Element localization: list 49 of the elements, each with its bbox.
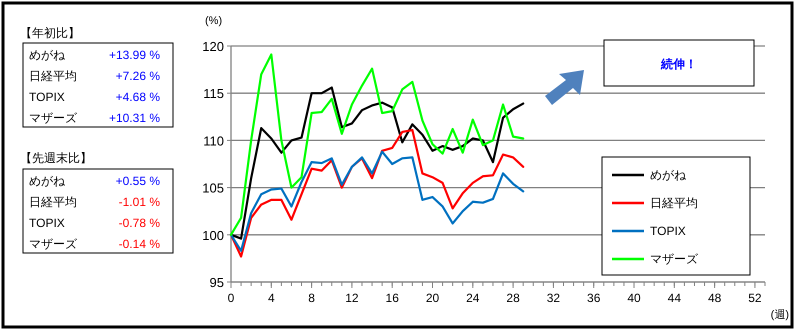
legend-label: めがね [650,168,687,182]
text: 日経平均 [29,195,77,209]
text: +4.68 % [116,90,160,104]
x-tick-label: 40 [627,291,642,305]
x-axis-title: (週) [770,309,789,321]
annotation: 続伸！ [660,57,697,71]
y-tick-label: 120 [202,39,224,54]
x-tick-label: 36 [587,291,601,305]
text: -1.01 % [118,195,160,209]
text: 【先週末比】 [20,151,92,165]
x-tick-label: 32 [546,291,560,305]
x-tick-label: 4 [268,291,275,305]
y-tick-label: 115 [203,86,224,102]
text: めがね [29,174,66,188]
text: +13.99 % [108,48,160,62]
x-tick-label: 16 [386,291,400,305]
text: めがね [29,48,66,62]
text: 日経平均 [29,69,77,83]
x-tick-label: 20 [426,291,440,305]
line-series [230,53,524,236]
x-tick-label: 52 [748,291,762,305]
line-series [230,150,524,252]
x-tick-label: 24 [466,291,480,305]
x-tick-label: 48 [708,291,722,305]
text: マザーズ [29,237,78,251]
text: +10.31 % [108,111,160,125]
legend-label: TOPIX [650,224,686,238]
text: TOPIX [29,90,65,104]
y-tick-label: 110 [203,133,224,148]
x-tick-label: 28 [506,291,520,305]
y-tick-label: 95 [210,275,224,290]
text: -0.14 % [118,237,160,251]
line-series [230,128,524,258]
text: +0.55 % [116,174,160,188]
text: +7.26 % [116,69,160,83]
x-tick-label: 12 [345,291,359,305]
text: -0.78 % [118,216,160,230]
x-tick-label: 0 [228,291,235,305]
x-tick-label: 44 [668,291,682,305]
legend-label: マザーズ [650,252,699,266]
x-tick-label: 8 [308,291,316,305]
line-series [230,86,524,240]
text: TOPIX [29,216,65,230]
legend-label: 日経平均 [650,196,698,210]
y-tick-label: 100 [202,228,224,243]
y-tick-label: 105 [202,180,224,196]
text: マザーズ [29,111,78,125]
text: 【年初比】 [20,26,80,40]
y-axis-title: (%) [205,15,222,27]
